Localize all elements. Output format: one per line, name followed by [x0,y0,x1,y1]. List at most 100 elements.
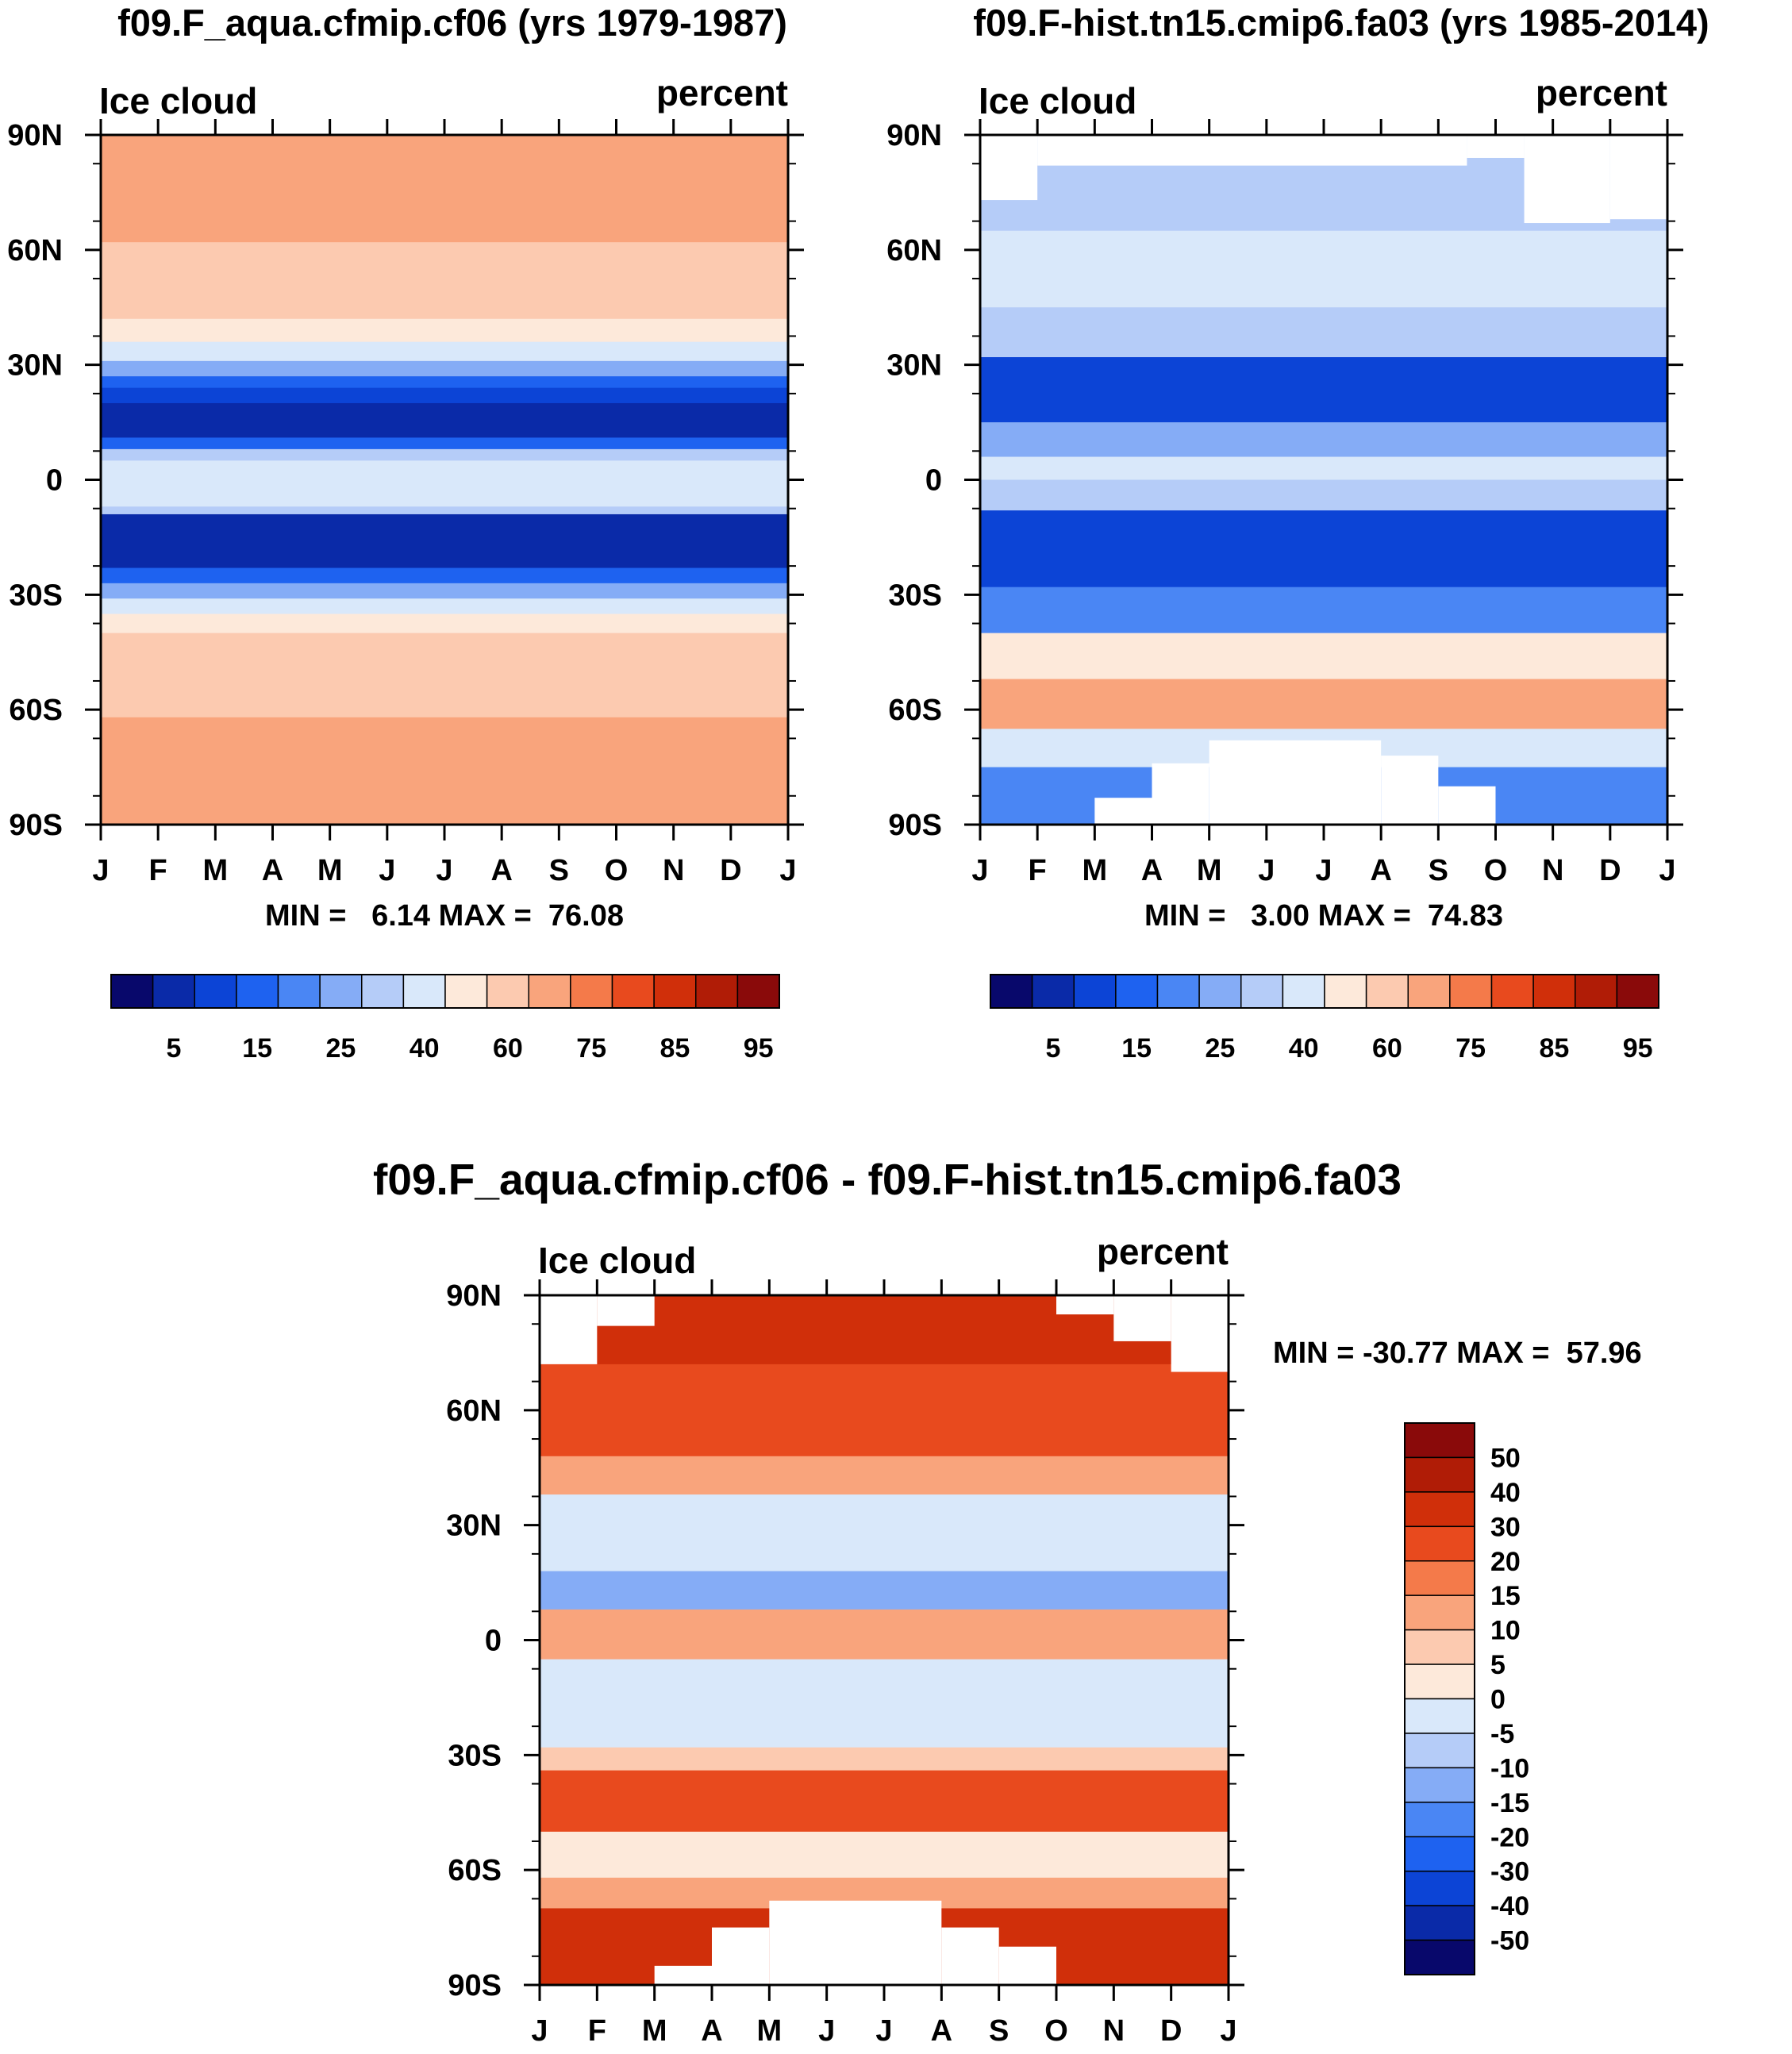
panel-difference-variable-label: Ice cloud [538,1240,696,1281]
missing-data-mask [980,135,1038,201]
y-tick-label: 60S [888,694,942,727]
colorbar-label: 20 [1490,1547,1521,1577]
colorbar-box [1365,974,1409,1009]
x-tick-label: J [1258,854,1275,887]
missing-data-mask [941,1927,999,1985]
contour-band [101,514,788,569]
panel-reference-variable-label: Ice cloud [979,80,1136,121]
y-tick-label: 30S [888,579,942,612]
y-tick-label: 60N [886,234,942,267]
panel-model-min-max: MIN = 6.14 MAX = 76.08 [265,899,624,933]
contour-band [540,1659,1229,1748]
x-tick-label: D [1599,854,1621,887]
panel-difference-min-max: MIN = -30.77 MAX = 57.96 [1273,1337,1642,1370]
panel-model-title: f09.F_aqua.cfmip.cf06 (yrs 1979-1987) [117,2,787,44]
contour-band [101,402,788,438]
x-tick-label: S [1429,854,1448,887]
missing-data-mask [712,1927,770,1985]
contour-band [101,437,788,450]
colorbar-label: 95 [1623,1033,1653,1064]
colorbar-box [1240,974,1284,1009]
x-tick-label: A [262,854,283,887]
x-tick-label: J [1659,854,1675,887]
x-tick-label: A [1370,854,1391,887]
colorbar-frame [110,974,780,1009]
contour-band [101,135,788,243]
colorbar-box [1404,1594,1475,1631]
x-tick-label: J [818,2014,835,2048]
colorbar-label: 15 [1490,1581,1521,1611]
colorbar-box [1404,1422,1475,1459]
colorbar-box [152,974,195,1009]
colorbar-box [277,974,321,1009]
panel-difference-units-label: percent [1097,1231,1229,1272]
colorbar-box [990,974,1033,1009]
colorbar-box [1031,974,1075,1009]
colorbar-box [1282,974,1325,1009]
x-tick-label: J [379,854,395,887]
colorbar-box [110,974,154,1009]
colorbar-label: -40 [1490,1891,1529,1921]
x-tick-label: N [663,854,684,887]
x-tick-label: N [1103,2014,1125,2048]
colorbar-box [528,974,571,1009]
contour-band [101,506,788,515]
colorbar-label: 85 [1540,1033,1570,1064]
colorbar-label: 15 [242,1033,272,1064]
missing-data-mask [1094,798,1152,825]
panel-model-contour-bands [101,135,788,825]
colorbar-box [486,974,529,1009]
contour-band [980,587,1667,634]
contour-band [101,717,788,825]
missing-data-mask [1524,135,1610,224]
colorbar-frame [1404,1422,1475,1975]
contour-band [101,341,788,362]
colorbar-box [236,974,279,1009]
y-tick-label: 60N [7,234,63,267]
x-tick-label: J [971,854,988,887]
y-tick-label: 60N [446,1394,502,1428]
colorbar-box [1490,974,1534,1009]
x-tick-label: M [642,2014,667,2048]
colorbar-label: -20 [1490,1822,1529,1852]
contour-band [540,1747,1229,1771]
colorbar-box [1404,1836,1475,1872]
contour-band [101,448,788,461]
contour-band [101,318,788,343]
contour-band [980,633,1667,680]
colorbar-box [361,974,405,1009]
colorbar-frame [990,974,1659,1009]
x-tick-label: O [605,854,629,887]
contour-band [101,598,788,615]
colorbar-box [1404,1456,1475,1493]
panel-difference: f09.F_aqua.cfmip.cf06 - f09.F-hist.tn15.… [373,1155,1642,2048]
x-tick-label: M [203,854,229,887]
colorbar-box [1404,1491,1475,1528]
x-tick-label: M [317,854,343,887]
colorbar-box [1404,1560,1475,1596]
colorbar-box [1404,1698,1475,1734]
y-tick-label: 30S [9,579,63,612]
x-tick-label: S [549,854,569,887]
y-tick-label: 30N [446,1510,502,1543]
contour-band [540,1364,1229,1457]
missing-data-mask [597,1295,655,1326]
colorbar-label: -30 [1490,1857,1529,1887]
x-tick-label: A [490,854,512,887]
panel-model-units-label: percent [656,72,788,113]
colorbar-label: 95 [744,1033,774,1064]
missing-data-mask [540,1295,598,1364]
colorbar-box [1575,974,1618,1009]
colorbar-label: 5 [1490,1650,1506,1680]
colorbar-box [194,974,237,1009]
colorbar-box [1073,974,1117,1009]
panel-reference: f09.F-hist.tn15.cmip6.fa03 (yrs 1985-201… [886,2,1709,1064]
colorbar-box [1156,974,1200,1009]
colorbar-box [1198,974,1242,1009]
contour-band [980,510,1667,588]
x-tick-label: J [1220,2014,1236,2048]
x-tick-label: J [875,2014,892,2048]
x-tick-label: J [779,854,796,887]
x-tick-label: D [720,854,741,887]
